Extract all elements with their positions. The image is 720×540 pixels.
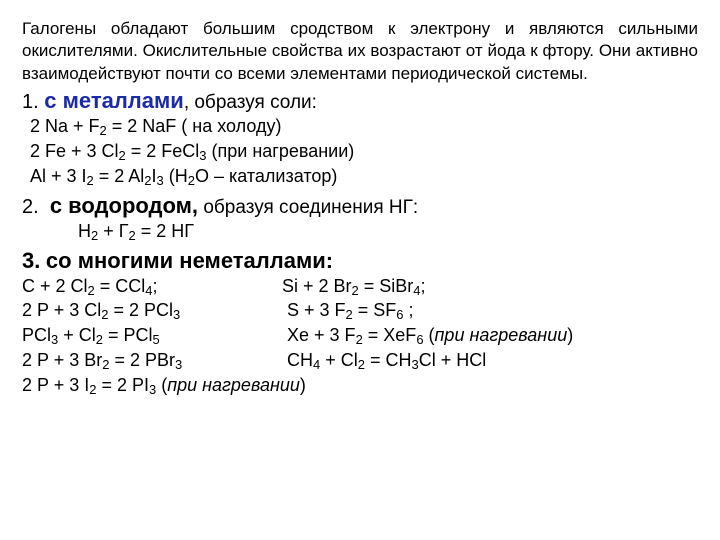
section-1-heading: 1. с металлами, образуя соли:	[22, 87, 698, 115]
eq-ch4-cl: CH4 + Cl2 = CH3Cl + HCl	[282, 349, 698, 374]
section-1-num: 1.	[22, 91, 39, 113]
eq-s-f: S + 3 F2 = SF6 ;	[282, 299, 698, 324]
eq-c-cl: C + 2 Cl2 = CCl4;	[22, 275, 282, 300]
section-2-bold: с водородом,	[50, 193, 198, 218]
section-3-equations: C + 2 Cl2 = CCl4; Si + 2 Br2 = SiBr4; 2 …	[22, 275, 698, 399]
section-1-equations: 2 Na + F2 = 2 NaF ( на холоду) 2 Fe + 3 …	[30, 115, 698, 189]
section-3-heading: 3. со многими неметаллами:	[22, 247, 698, 275]
eq-p-i: 2 P + 3 I2 = 2 PI3 (при нагревании)	[22, 374, 698, 399]
section-2-equations: H2 + Г2 = 2 НГ	[78, 220, 698, 245]
intro-paragraph: Галогены обладают большим сродством к эл…	[22, 18, 698, 85]
eq-al-i: Al + 3 I2 = 2 Al2I3 (H2O – катализатор)	[30, 165, 698, 190]
eq-h-g: H2 + Г2 = 2 НГ	[78, 220, 698, 245]
eq-pcl5: PCl3 + Cl2 = PCl5	[22, 324, 282, 349]
section-2-num: 2.	[22, 196, 39, 218]
eq-fe-cl: 2 Fe + 3 Cl2 = 2 FeCl3 (при нагревании)	[30, 140, 698, 165]
eq-si-br: Si + 2 Br2 = SiBr4;	[282, 275, 698, 300]
eq-p-br: 2 P + 3 Br2 = 2 PBr3	[22, 349, 282, 374]
section-3-bold: со многими неметаллами:	[46, 248, 333, 273]
eq-na-f: 2 Na + F2 = 2 NaF ( на холоду)	[30, 115, 698, 140]
section-2-rest: образуя соединения НГ:	[198, 197, 418, 218]
section-1-rest: , образуя соли:	[184, 92, 317, 113]
section-3-num: 3.	[22, 248, 40, 273]
eq-p-cl3: 2 P + 3 Cl2 = 2 PCl3	[22, 299, 282, 324]
section-1-bold: с металлами	[44, 88, 184, 113]
section-2-heading: 2. с водородом, образуя соединения НГ:	[22, 192, 698, 220]
eq-xe-f: Xe + 3 F2 = XeF6 (при нагревании)	[282, 324, 698, 349]
